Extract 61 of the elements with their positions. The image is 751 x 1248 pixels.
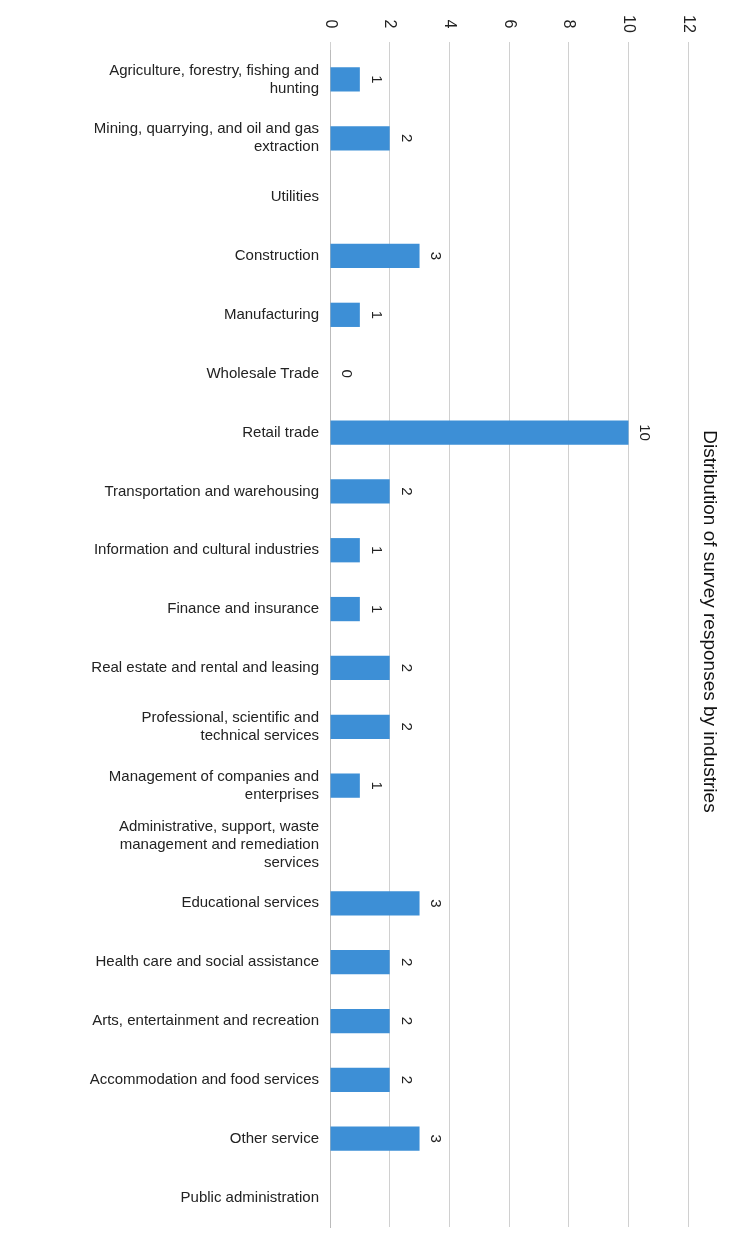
y-tick-label: Information and cultural industries: [93, 540, 319, 558]
data-label: 2: [398, 487, 416, 496]
y-tick-label: Utilities: [270, 187, 319, 205]
y-tick-label: Construction: [234, 246, 319, 264]
bar: [330, 126, 390, 151]
data-label: 3: [428, 251, 446, 261]
bar: [330, 773, 360, 798]
data-label: 1: [368, 546, 386, 555]
y-tick-label: Finance and insurance: [167, 599, 319, 617]
x-tick-label: 2: [382, 19, 400, 29]
x-tick-label: 6: [501, 19, 519, 29]
y-tick-label: Administrative, support, waste management and remediation services: [118, 816, 319, 870]
data-label: 3: [428, 899, 446, 908]
y-tick-label: Other service: [229, 1128, 319, 1146]
bar: [330, 1067, 390, 1093]
y-tick-label: Health care and social assistance: [95, 952, 319, 970]
data-label: 1: [368, 310, 386, 319]
bar: [330, 891, 420, 916]
x-tick-label: 8: [561, 19, 579, 29]
data-label: 2: [398, 958, 416, 967]
bar: [330, 420, 629, 445]
bar: [330, 243, 420, 269]
bar: [330, 1008, 390, 1034]
data-label: 2: [398, 722, 416, 731]
y-tick-label: Arts, entertainment and recreation: [92, 1011, 319, 1029]
bar: [330, 67, 360, 92]
data-label: 1: [368, 604, 386, 614]
y-tick-label: Accommodation and food services: [89, 1070, 319, 1088]
x-tick-label: 12: [680, 15, 698, 33]
data-label: 1: [368, 781, 386, 790]
y-tick-label: Management of companies and enterprises: [108, 766, 319, 802]
y-tick-label: Retail trade: [242, 422, 319, 440]
bar: [330, 479, 390, 504]
data-label: 0: [338, 369, 356, 378]
y-tick-label: Agriculture, forestry, fishing and hunting: [109, 60, 319, 96]
bar: [330, 596, 360, 622]
x-tick-label: 4: [441, 19, 459, 29]
data-label: 10: [637, 424, 655, 441]
data-label: 3: [428, 1134, 446, 1143]
bar: [330, 1126, 420, 1151]
data-label: 2: [398, 663, 416, 673]
y-tick-label: Public administration: [180, 1187, 319, 1205]
bar: [330, 950, 390, 975]
bar: [330, 655, 390, 681]
y-tick-label: Educational services: [181, 893, 319, 911]
bar: [330, 302, 360, 327]
y-tick-label: Mining, quarrying, and oil and gas extraction: [93, 119, 319, 155]
y-tick-label: Real estate and rental and leasing: [91, 658, 319, 676]
x-tick-label: 0: [322, 19, 340, 29]
y-tick-label: Transportation and warehousing: [104, 481, 319, 499]
data-label: 2: [398, 1016, 416, 1026]
y-tick-label: Professional, scientific and technical services: [141, 707, 319, 743]
y-tick-label: Wholesale Trade: [206, 363, 319, 381]
text: Distribution of survey responses by industries: [700, 430, 722, 813]
data-label: 1: [368, 75, 386, 84]
data-label: 2: [398, 134, 416, 143]
bar: [330, 714, 390, 739]
y-tick-label: Manufacturing: [223, 304, 319, 322]
bar: [330, 538, 360, 563]
x-tick-label: 10: [621, 15, 639, 33]
data-label: 2: [398, 1075, 416, 1085]
